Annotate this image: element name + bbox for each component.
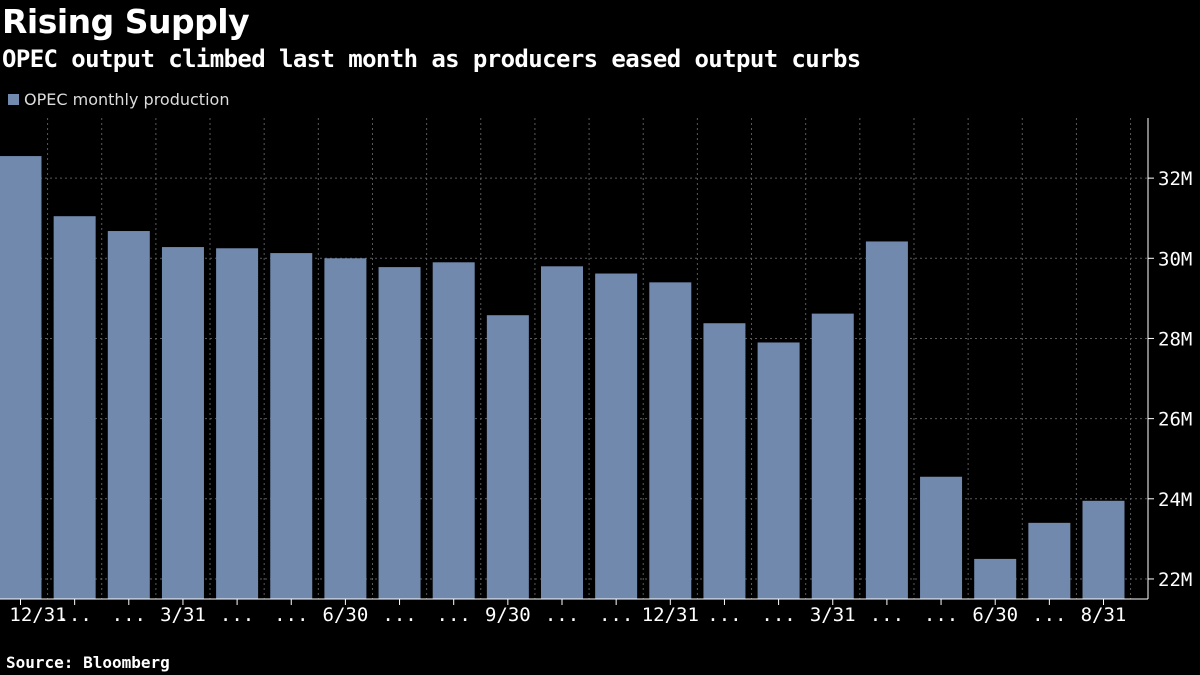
x-tick-label: ... [870,604,904,626]
bar [486,315,529,599]
bar [811,313,854,599]
bar [161,247,204,599]
x-tick-label: ... [274,604,308,626]
legend: OPEC monthly production [8,90,229,109]
bar [541,266,583,599]
x-tick-label: ... [437,604,471,626]
chart-title: Rising Supply [2,2,250,41]
bar [378,267,421,599]
x-tick-label: ... [599,604,633,626]
bar [703,323,746,599]
bar [0,156,42,599]
x-tick-label: 9/30 [485,604,531,626]
bar [107,231,150,599]
x-tick-label: ... [112,604,146,626]
legend-swatch [8,94,19,105]
x-tick-label: 8/31 [1081,604,1127,626]
bars [0,156,1125,600]
source-note: Source: Bloomberg [6,653,170,672]
bar [216,248,259,600]
legend-label: OPEC monthly production [24,90,230,109]
chart-subtitle: OPEC output climbed last month as produc… [2,45,861,73]
tick-labels: 22M 24M 26M 28M 30M 32M 12/31...... 3/31...... 6… [9,168,1192,626]
bar [649,282,692,599]
x-tick-label: ... [707,604,741,626]
x-tick-label: 3/31 [160,604,206,626]
bar [595,273,638,599]
x-tick-label: ... [57,604,91,626]
x-tick-label: ... [1032,604,1066,626]
x-tick-label: ... [761,604,795,626]
y-tick-label: 24M [1158,489,1192,511]
x-tick-label: ... [924,604,958,626]
bar [920,476,963,599]
y-tick-label: 22M [1158,569,1192,591]
bar [53,216,96,599]
bar [974,558,1017,599]
bar [270,253,313,600]
x-tick-label: 12/31 [9,604,66,626]
bar [1082,500,1125,599]
y-tick-label: 32M [1158,168,1192,190]
y-tick-label: 28M [1158,328,1192,350]
bar [865,241,908,599]
axes [0,118,1154,605]
y-tick-label: 26M [1158,409,1192,431]
x-tick-label: 6/30 [323,604,369,626]
bar [432,262,475,599]
x-tick-label: 12/31 [642,604,699,626]
x-tick-label: 6/30 [972,604,1018,626]
bar [757,342,800,599]
x-tick-label: ... [220,604,254,626]
bar [1028,522,1071,599]
x-tick-label: ... [382,604,416,626]
x-tick-label: ... [545,604,579,626]
bar [324,258,367,599]
x-tick-label: 3/31 [810,604,856,626]
y-tick-label: 30M [1158,248,1192,270]
